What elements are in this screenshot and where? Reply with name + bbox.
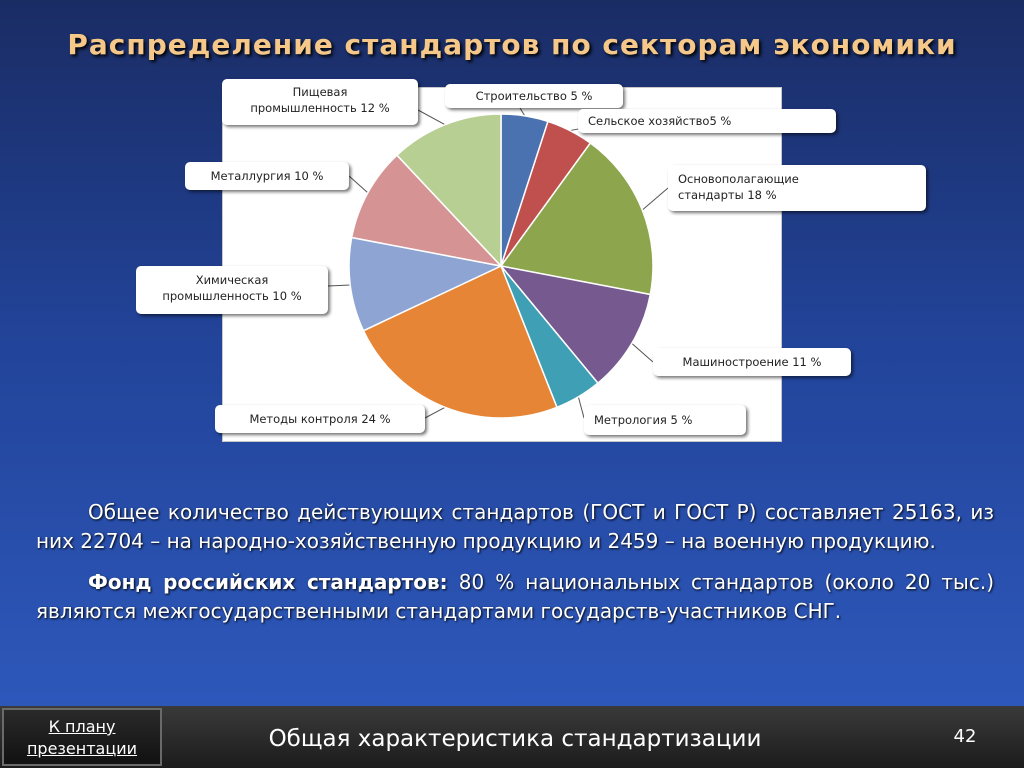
callout-fundamental-line1: Основополагающие [678,172,799,186]
leader-line-fundamental [642,187,669,211]
callout-chemical: Химическая промышленность 10 % [136,266,328,314]
back-button-line2: презентации [26,739,138,758]
callout-agriculture: Сельское хозяйство5 % [578,109,836,133]
paragraph-fund: Фонд российских стандартов: 80 % национа… [36,568,994,626]
leader-line-machinery [631,342,654,363]
pie-slice-fundamental [499,141,654,296]
leader-line-metallurgy [348,175,369,194]
pie-slice-food [395,113,502,268]
footer-title: Общая характеристика стандартизации [268,726,762,752]
pie-slice-control [362,264,558,419]
leader-line-control [424,406,446,419]
paragraph-total-standards: Общее количество действующих стандартов … [36,500,994,553]
leader-line-chemical [327,284,351,287]
leader-line-metrology [577,396,585,419]
callout-metallurgy: Металлургия 10 % [185,162,349,190]
fund-text: 80 % национальных стандартов (около 20 т… [36,570,995,623]
back-to-plan-button[interactable]: К плану презентации [2,708,162,766]
slide-title: Распределение стандартов по секторам эко… [67,28,957,61]
callout-food: Пищевая промышленность 12 % [222,79,418,125]
callout-control: Методы контроля 24 % [215,405,425,433]
callout-machinery: Машиностроение 11 % [653,348,851,376]
page-number: 42 [953,726,977,747]
footer-bar [0,706,1024,768]
callout-chemical-line1: Химическая [195,273,269,287]
back-button-line1: К плану [48,717,116,736]
pie-chart [327,107,669,419]
callout-fundamental: Основополагающие стандарты 18 % [668,165,926,211]
pie-slice-machinery [499,264,652,385]
callout-food-line1: Пищевая [292,85,348,99]
leader-line-food [417,109,446,126]
pie-slice-chemical [348,236,504,332]
callout-construction: Строительство 5 % [445,84,623,108]
pie-slices [348,113,654,419]
fund-label: Фонд российских стандартов: [88,570,448,594]
leader-lines [327,107,669,419]
body-text: Общее количество действующих стандартов … [36,498,994,626]
pie-slice-metallurgy [350,154,504,268]
callout-food-line2: промышленность 12 % [250,101,390,115]
callout-chemical-line2: промышленность 10 % [162,289,302,303]
leader-line-construction [519,107,526,117]
callout-fundamental-line2: стандарты 18 % [678,188,777,202]
callout-metrology: Метрология 5 % [584,405,746,435]
